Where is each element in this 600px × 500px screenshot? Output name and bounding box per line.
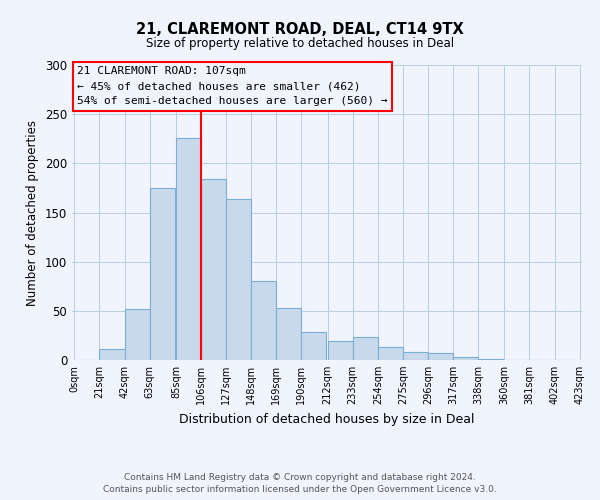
Bar bbox=[301, 332, 326, 360]
Bar bbox=[201, 179, 226, 360]
Bar bbox=[125, 309, 149, 360]
Y-axis label: Number of detached properties: Number of detached properties bbox=[26, 120, 40, 306]
Bar bbox=[378, 347, 403, 360]
Bar bbox=[328, 342, 353, 360]
Bar bbox=[428, 353, 453, 360]
Bar bbox=[478, 359, 503, 360]
Bar bbox=[149, 188, 175, 360]
Bar bbox=[403, 352, 428, 360]
Text: 21, CLAREMONT ROAD, DEAL, CT14 9TX: 21, CLAREMONT ROAD, DEAL, CT14 9TX bbox=[136, 22, 464, 38]
Bar bbox=[226, 198, 251, 360]
Bar bbox=[276, 308, 301, 360]
Text: Contains public sector information licensed under the Open Government Licence v3: Contains public sector information licen… bbox=[103, 484, 497, 494]
Bar bbox=[251, 282, 276, 360]
Text: Contains HM Land Registry data © Crown copyright and database right 2024.: Contains HM Land Registry data © Crown c… bbox=[124, 474, 476, 482]
Text: 21 CLAREMONT ROAD: 107sqm
← 45% of detached houses are smaller (462)
54% of semi: 21 CLAREMONT ROAD: 107sqm ← 45% of detac… bbox=[77, 66, 388, 106]
Bar bbox=[453, 357, 478, 360]
Bar bbox=[100, 349, 125, 360]
X-axis label: Distribution of detached houses by size in Deal: Distribution of detached houses by size … bbox=[179, 412, 475, 426]
Text: Size of property relative to detached houses in Deal: Size of property relative to detached ho… bbox=[146, 38, 454, 51]
Bar bbox=[176, 138, 201, 360]
Bar bbox=[353, 338, 378, 360]
